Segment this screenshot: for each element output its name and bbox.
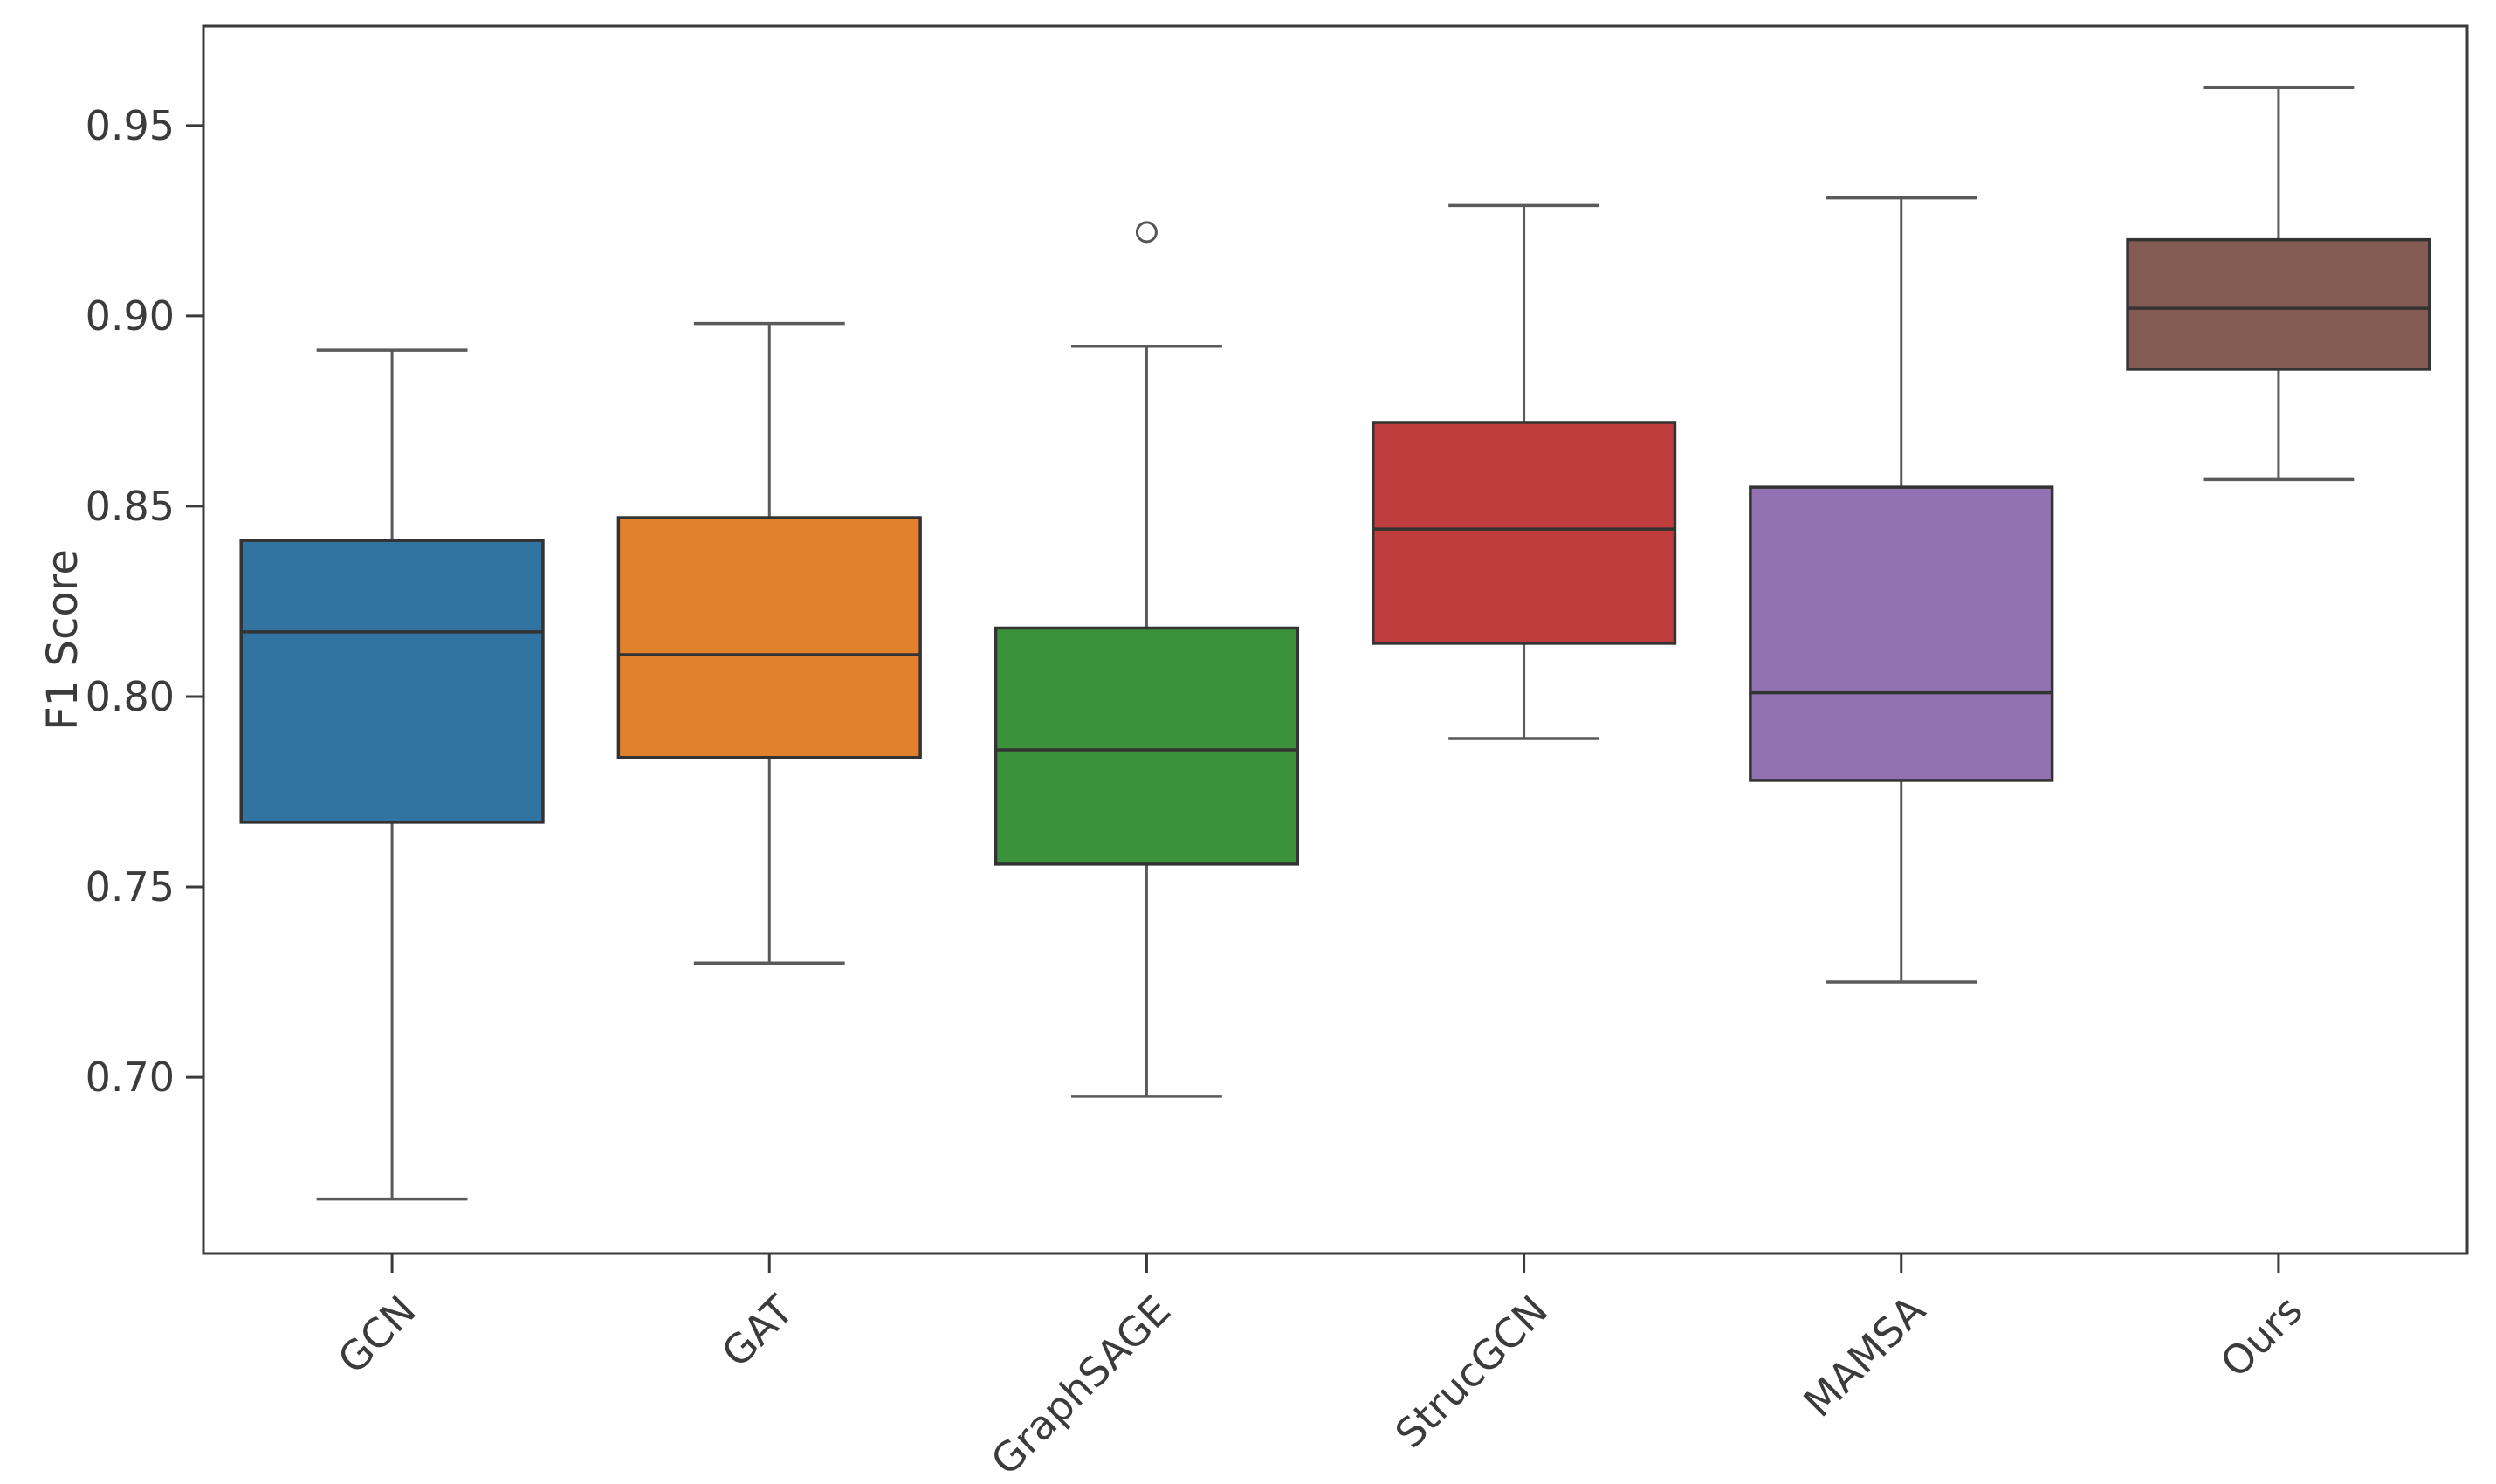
iqr-box-Ours [2126, 237, 2431, 371]
outlier-flier-GraphSAGE [1135, 221, 1158, 244]
iqr-box-MAMSA [1749, 485, 2054, 782]
box-group-GraphSAGE [994, 221, 1300, 1098]
box-group-MAMSA [1749, 196, 2054, 984]
iqr-box-StrucGCN [1371, 421, 1677, 645]
y-tick-label: 0.75 [86, 863, 175, 910]
y-tick-label: 0.85 [86, 483, 175, 530]
y-axis: 0.70 0.75 0.80 0.85 0.90 0.95 [86, 102, 203, 1101]
y-axis-title: F1 Score [38, 549, 87, 731]
box-group-StrucGCN [1371, 203, 1677, 740]
iqr-box-GCN [239, 539, 545, 824]
box-group-Ours [2126, 86, 2431, 482]
y-tick-label: 0.95 [86, 102, 175, 149]
iqr-box-GraphSAGE [994, 626, 1300, 866]
box-group-GCN [239, 348, 545, 1201]
y-tick-label: 0.90 [86, 292, 175, 340]
y-tick-label: 0.70 [86, 1054, 175, 1101]
iqr-box-GAT [616, 516, 922, 759]
box-series-group [239, 86, 2431, 1201]
box-group-GAT [616, 321, 922, 965]
y-tick-label: 0.80 [86, 673, 175, 720]
plot-frame [202, 24, 2469, 1255]
